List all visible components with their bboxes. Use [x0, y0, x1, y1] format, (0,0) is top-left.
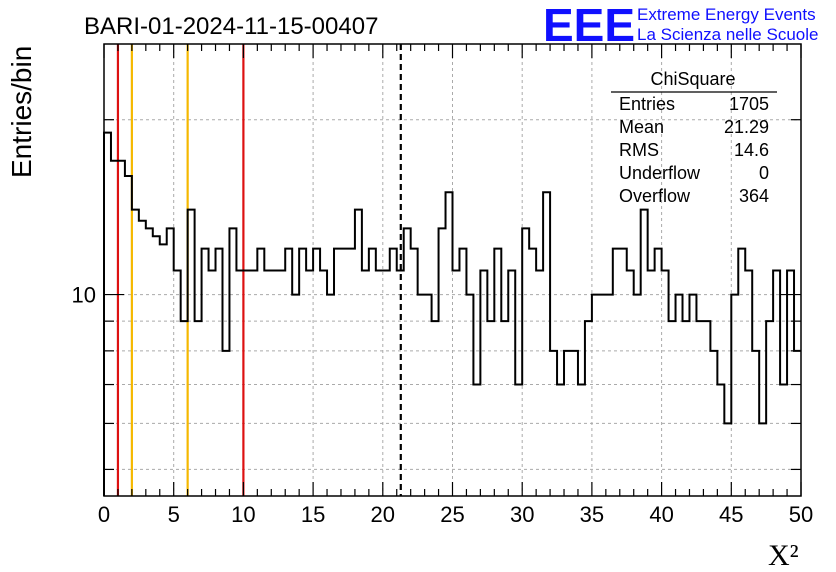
stats-row-label: Mean — [619, 117, 664, 137]
x-tick-label: 10 — [231, 502, 255, 527]
stats-row-value: 0 — [759, 163, 769, 183]
logo-mark: EEE — [543, 0, 635, 51]
axis-ticks — [103, 44, 802, 496]
logo-line-2: La Scienza nelle Scuole — [637, 25, 818, 44]
grid — [104, 44, 801, 496]
stats-row-label: RMS — [619, 140, 659, 160]
x-tick-label: 40 — [649, 502, 673, 527]
reference-lines — [116, 44, 402, 496]
logo-line-1: Extreme Energy Events — [637, 5, 816, 24]
stats-title: ChiSquare — [650, 69, 735, 89]
x-tick-label: 45 — [719, 502, 743, 527]
y-axis-label: Entries/bin — [6, 46, 37, 178]
x-tick-label: 0 — [98, 502, 110, 527]
stats-row-label: Entries — [619, 94, 675, 114]
histogram-bars — [103, 131, 801, 496]
stats-row-label: Overflow — [619, 186, 691, 206]
x-tick-label: 15 — [301, 502, 325, 527]
x-tick-label: 35 — [580, 502, 604, 527]
x-axis-label: X² — [768, 539, 799, 572]
stats-row-value: 364 — [739, 186, 769, 206]
eee-logo: EEE Extreme Energy Events La Scienza nel… — [543, 0, 818, 51]
chart-title: BARI-01-2024-11-15-00407 — [84, 13, 378, 40]
stats-row-label: Underflow — [619, 163, 701, 183]
histogram-outline — [103, 131, 801, 496]
x-tick-label: 30 — [510, 502, 534, 527]
y-tick-labels: 10 — [72, 283, 96, 308]
stats-row-value: 14.6 — [734, 140, 769, 160]
stats-row-value: 21.29 — [724, 117, 769, 137]
stats-box: ChiSquare Entries 1705 Mean 21.29 RMS 14.6 Und… — [611, 69, 777, 206]
x-tick-label: 25 — [440, 502, 464, 527]
x-tick-label: 5 — [168, 502, 180, 527]
y-tick-label: 10 — [72, 283, 96, 308]
x-tick-labels: 0 5 10 15 20 25 30 35 40 45 50 — [98, 502, 813, 527]
x-tick-label: 50 — [789, 502, 813, 527]
stats-row-value: 1705 — [729, 94, 769, 114]
x-tick-label: 20 — [371, 502, 395, 527]
